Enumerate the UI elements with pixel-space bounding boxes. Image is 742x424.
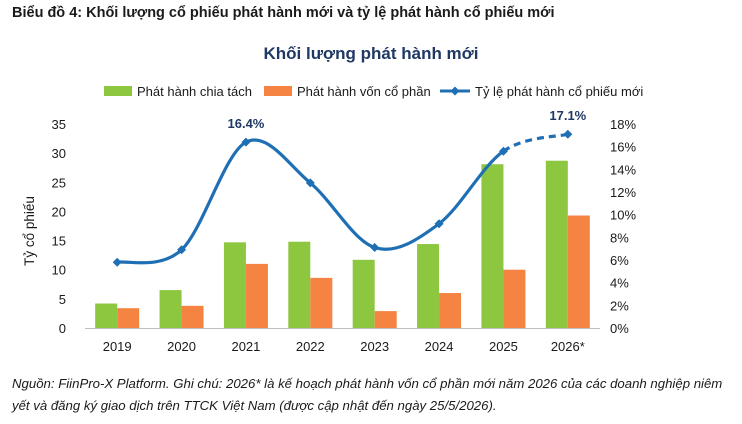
y-tick-label: 0 <box>59 321 66 336</box>
ratio-line: 16.4% 17.1% <box>112 108 587 267</box>
x-tick-label: 2019 <box>103 339 132 354</box>
bar-split <box>352 259 375 328</box>
bar-split <box>417 244 440 328</box>
bar-equity <box>310 277 333 328</box>
y-tick-label: 30 <box>52 146 66 161</box>
y2-tick-label: 10% <box>610 208 636 223</box>
legend: Phát hành chia tách Phát hành vốn cổ phần… <box>104 84 643 99</box>
bar-split <box>481 164 504 328</box>
x-tick-label: 2024 <box>425 339 454 354</box>
ratio-point <box>305 178 315 188</box>
figure-title: Biểu đồ 4: Khối lượng cổ phiếu phát hành… <box>12 5 555 21</box>
legend-label: Phát hành vốn cổ phần <box>297 84 431 99</box>
x-tick-label: 2021 <box>231 339 260 354</box>
bar-split <box>159 290 182 328</box>
bar-equity <box>181 305 204 328</box>
legend-marker <box>450 86 460 96</box>
y2-tick-label: 16% <box>610 140 636 155</box>
x-tick-label: 2022 <box>296 339 325 354</box>
legend-label: Tỷ lệ phát hành cổ phiếu mới <box>475 84 643 99</box>
y-tick-label: 35 <box>52 117 66 132</box>
chart-title: Khối lượng phát hành mới <box>263 44 479 63</box>
y-tick-label: 25 <box>52 175 66 190</box>
bar-equity <box>117 308 140 328</box>
bar-equity <box>503 269 526 328</box>
chart-canvas: Phát hành chia tách Phát hành vốn cổ phần… <box>22 84 643 354</box>
ratio-point <box>434 219 444 229</box>
chart-bars <box>95 160 590 328</box>
y2-tick-label: 4% <box>610 276 629 291</box>
y2-tick-label: 14% <box>610 162 636 177</box>
legend-swatch <box>264 86 292 96</box>
ratio-data-label: 16.4% <box>228 116 265 131</box>
ratio-point <box>241 137 251 147</box>
bar-equity <box>245 263 268 328</box>
bar-equity <box>374 311 397 328</box>
bar-split <box>95 303 118 328</box>
chart-axes: 051015202530350%2%4%6%8%10%12%14%16%18%T… <box>22 117 636 354</box>
ratio-point <box>177 245 187 255</box>
y-tick-label: 20 <box>52 204 66 219</box>
ratio-point <box>563 129 573 139</box>
y2-tick-label: 8% <box>610 230 629 245</box>
y2-tick-label: 6% <box>610 253 629 268</box>
bar-equity <box>439 293 462 328</box>
x-tick-label: 2025 <box>489 339 518 354</box>
bar-split <box>545 160 568 328</box>
y-tick-label: 15 <box>52 234 66 249</box>
y-axis-label: Tỷ cổ phiếu <box>22 196 37 266</box>
legend-label: Phát hành chia tách <box>137 84 252 99</box>
x-tick-label: 2023 <box>360 339 389 354</box>
x-tick-label: 2026* <box>551 339 585 354</box>
ratio-data-label: 17.1% <box>549 108 586 123</box>
legend-swatch <box>104 86 132 96</box>
y-tick-label: 5 <box>59 292 66 307</box>
ratio-point <box>112 257 122 267</box>
y2-tick-label: 12% <box>610 185 636 200</box>
bar-split <box>223 242 246 328</box>
ratio-line-dashed <box>502 132 569 153</box>
bar-equity <box>567 215 590 328</box>
y-tick-label: 10 <box>52 263 66 278</box>
y2-tick-label: 0% <box>610 321 629 336</box>
x-tick-label: 2020 <box>167 339 196 354</box>
y2-tick-label: 2% <box>610 298 629 313</box>
bar-split <box>288 241 311 328</box>
source-note: Nguồn: FiinPro-X Platform. Ghi chú: 2026… <box>12 376 723 413</box>
y2-tick-label: 18% <box>610 117 636 132</box>
ratio-point <box>370 243 380 253</box>
ratio-point <box>498 146 508 156</box>
